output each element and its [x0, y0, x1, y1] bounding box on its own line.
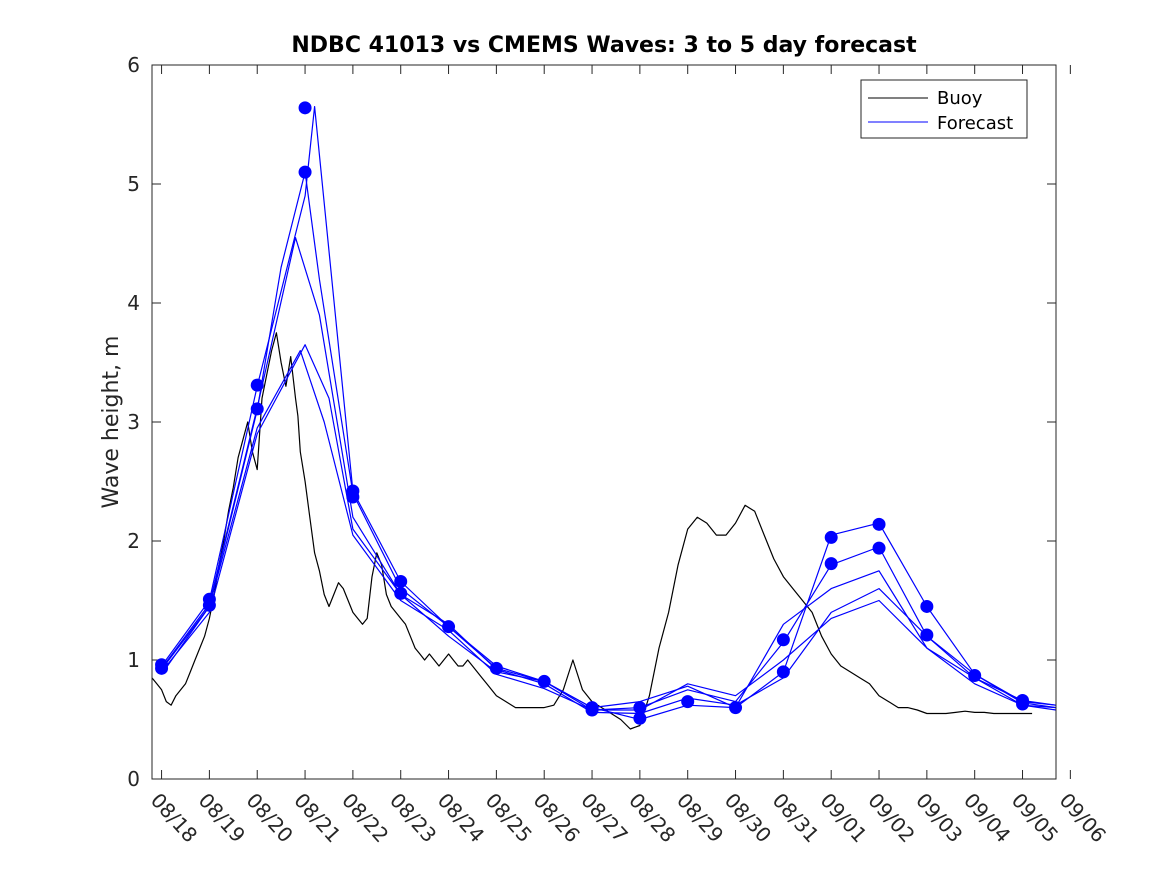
forecast-marker — [394, 586, 408, 600]
forecast-marker — [585, 701, 599, 715]
forecast-marker — [394, 574, 408, 588]
y-axis-label: Wave height, m — [99, 336, 124, 509]
forecast-marker — [442, 620, 456, 634]
y-tick-label: 3 — [127, 410, 140, 434]
forecast-marker — [872, 517, 886, 531]
forecast-marker — [968, 668, 982, 682]
forecast-marker — [298, 165, 312, 179]
forecast-marker — [824, 530, 838, 544]
forecast-marker — [155, 658, 169, 672]
forecast-marker — [346, 484, 360, 498]
y-tick-label: 5 — [127, 172, 140, 196]
legend-box — [860, 79, 1028, 139]
y-tick-label: 1 — [127, 648, 140, 672]
forecast-marker — [776, 665, 790, 679]
legend-forecast-label: Forecast — [937, 113, 1013, 134]
forecast-marker — [1016, 693, 1030, 707]
chart-title: NDBC 41013 vs CMEMS Waves: 3 to 5 day fo… — [291, 33, 917, 58]
forecast-marker — [250, 402, 264, 416]
forecast-marker — [681, 695, 695, 709]
forecast-marker — [776, 633, 790, 647]
forecast-marker — [202, 592, 216, 606]
series-lines — [151, 105, 1057, 730]
plot-area — [152, 65, 1056, 779]
legend-buoy-label: Buoy — [937, 88, 983, 109]
forecast-marker — [633, 711, 647, 725]
y-tick-label: 4 — [127, 291, 140, 315]
axes-box — [151, 64, 1057, 780]
forecast-marker — [537, 674, 551, 688]
forecast-marker — [729, 701, 743, 715]
forecast-markers — [155, 101, 1030, 725]
buoy-line — [151, 332, 1033, 730]
forecast-line-1 — [161, 171, 1057, 711]
forecast-marker — [920, 628, 934, 642]
forecast-marker — [250, 378, 264, 392]
y-tick-label: 6 — [127, 53, 140, 77]
forecast-marker — [298, 101, 312, 115]
forecast-marker — [824, 557, 838, 571]
forecast-marker — [633, 701, 647, 715]
y-tick-label: 2 — [127, 529, 140, 553]
legend: Buoy Forecast — [860, 79, 1028, 139]
forecast-marker — [920, 599, 934, 613]
y-tick-label: 0 — [127, 767, 140, 791]
forecast-marker — [489, 661, 503, 675]
forecast-marker — [872, 541, 886, 555]
